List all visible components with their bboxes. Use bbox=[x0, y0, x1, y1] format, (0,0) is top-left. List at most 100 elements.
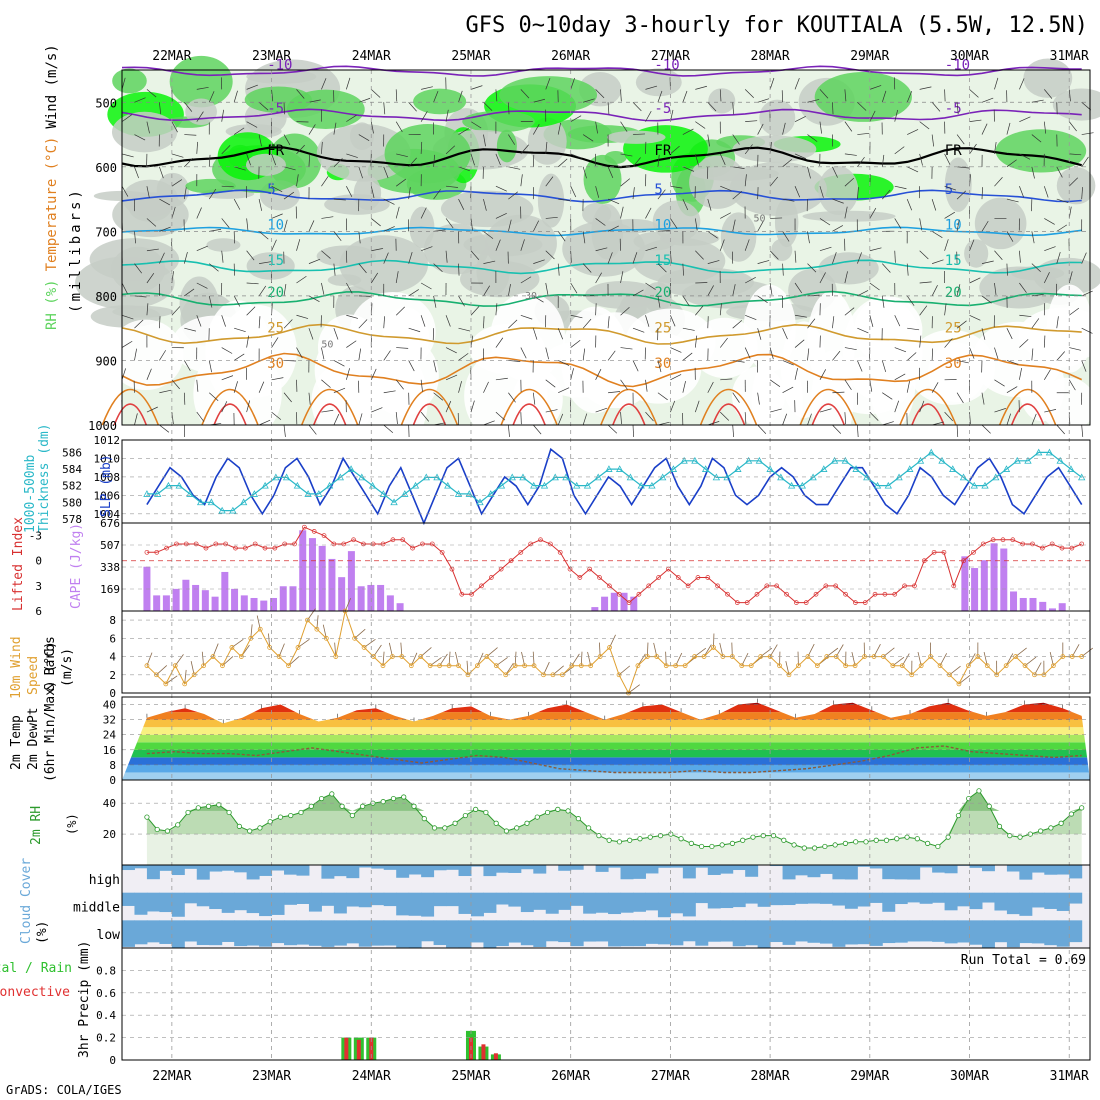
wind-barb bbox=[757, 98, 770, 103]
wind-barb bbox=[321, 347, 325, 360]
lifted-index-point bbox=[941, 549, 947, 555]
wind-barb bbox=[1081, 102, 1092, 111]
wind-barb bbox=[259, 261, 271, 264]
wind-barb bbox=[532, 220, 540, 232]
thickness-point bbox=[540, 481, 549, 489]
wind-barb bbox=[595, 89, 605, 99]
cape-bar bbox=[1058, 603, 1066, 611]
thickness-point bbox=[637, 481, 645, 489]
wind-barb bbox=[258, 102, 269, 111]
cloud-cover-cell bbox=[495, 865, 509, 873]
wind-barb bbox=[532, 123, 540, 135]
wind-barb bbox=[1031, 231, 1035, 244]
wind-barb bbox=[271, 337, 279, 348]
wind-barb bbox=[146, 406, 158, 413]
wind-barb bbox=[308, 154, 311, 167]
wind-barb bbox=[882, 392, 893, 400]
wind-barb bbox=[470, 218, 473, 231]
cloud-cover-cell bbox=[1019, 892, 1033, 916]
wind-barb bbox=[420, 315, 426, 327]
wind-barb bbox=[832, 166, 838, 178]
wind-barb bbox=[258, 381, 265, 393]
cloud-cover-cell bbox=[396, 865, 410, 878]
isotherm-label: -5 bbox=[654, 101, 671, 117]
wind-barb bbox=[358, 166, 363, 179]
thickness-point bbox=[196, 498, 205, 506]
cloud-cover-cell bbox=[819, 920, 833, 944]
rh2m-point bbox=[637, 836, 643, 842]
wind-barb bbox=[1006, 122, 1011, 135]
date-label-top: 24MAR bbox=[352, 49, 391, 64]
thickness-tick-label: 580 bbox=[62, 496, 82, 509]
rh-blob bbox=[206, 238, 241, 252]
cloud-cover-cell bbox=[832, 920, 846, 947]
wind-barb bbox=[395, 178, 407, 187]
wind-barb bbox=[682, 352, 693, 361]
chart-title: GFS 0~10day 3-hourly for KOUTIALA (5.5W,… bbox=[465, 13, 1088, 38]
wind10-speed-point bbox=[531, 663, 537, 669]
wind10-speed-point bbox=[427, 663, 433, 669]
thickness-point bbox=[734, 465, 742, 472]
wind-barb bbox=[508, 134, 516, 145]
wind-barb bbox=[932, 421, 944, 426]
isotherm-label: 15 bbox=[654, 253, 671, 269]
cloud-cover-cell bbox=[371, 865, 385, 869]
wind-barb bbox=[794, 282, 803, 294]
wind-barb bbox=[258, 231, 269, 240]
cloud-cover-cell bbox=[608, 865, 622, 868]
thickness-point bbox=[669, 465, 678, 472]
wind10-speed-point bbox=[229, 645, 235, 650]
temp-tick-label: 24 bbox=[103, 729, 117, 742]
wind-barb bbox=[495, 377, 508, 381]
wind-barb bbox=[744, 412, 747, 425]
wind-barb bbox=[620, 89, 622, 102]
cloud-cover-cell bbox=[1056, 892, 1070, 911]
isotherm-label: FR bbox=[945, 143, 962, 159]
wind-barb bbox=[346, 282, 353, 294]
date-label-bottom: 29MAR bbox=[850, 1069, 889, 1084]
wind-barb bbox=[371, 218, 381, 227]
temp-band bbox=[122, 757, 1090, 765]
cloud-cover-cell bbox=[969, 892, 983, 910]
cloud-cover-cell bbox=[383, 865, 397, 870]
wind-barb bbox=[383, 252, 389, 264]
wind-barb bbox=[732, 102, 734, 115]
wind10-tick-label: 8 bbox=[109, 614, 116, 627]
cape-bar bbox=[211, 596, 219, 611]
wind-barb bbox=[370, 186, 375, 198]
wind-barb bbox=[694, 335, 698, 348]
wind-barb bbox=[595, 121, 598, 134]
rh-blob bbox=[112, 192, 189, 238]
wind-barb bbox=[608, 391, 621, 394]
wind-barb bbox=[545, 409, 558, 413]
wind-barb bbox=[433, 263, 443, 272]
lifted-index-point bbox=[479, 583, 484, 589]
lifted-index-point bbox=[774, 583, 780, 589]
thickness-point bbox=[497, 481, 506, 489]
wind-barb bbox=[819, 272, 826, 284]
thickness-point bbox=[164, 481, 173, 489]
lifted-index-point bbox=[892, 591, 898, 597]
wind-barb bbox=[744, 89, 754, 99]
cloud-cover-cell bbox=[608, 892, 622, 915]
cape-bar bbox=[620, 592, 628, 611]
precip-tick-label: 0.8 bbox=[96, 964, 116, 977]
wind-barb bbox=[607, 316, 610, 329]
cloud-cover-cell bbox=[620, 920, 634, 947]
lifted-index-point bbox=[980, 541, 986, 547]
cloud-cover-cell bbox=[371, 920, 385, 946]
panel1-ylabel: (millibars) bbox=[68, 187, 84, 313]
cloud-cover-cell bbox=[321, 865, 335, 879]
rh2m-point bbox=[873, 837, 879, 843]
wind-barb bbox=[782, 413, 788, 426]
wind-barb bbox=[508, 166, 521, 170]
wind-barb bbox=[333, 413, 340, 426]
wind-barb bbox=[558, 198, 571, 202]
lifted-index-point bbox=[557, 549, 563, 555]
wind-barb bbox=[1031, 99, 1044, 103]
wind-barb bbox=[632, 424, 634, 438]
surface-isotherm-arc bbox=[101, 388, 160, 426]
cloud-cover-cell bbox=[346, 865, 360, 879]
cloud-cover-cell bbox=[1069, 892, 1083, 904]
thickness-point bbox=[218, 506, 226, 514]
